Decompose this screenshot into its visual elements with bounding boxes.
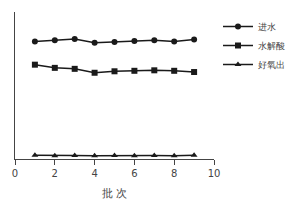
svg-text:8: 8 [171, 168, 177, 179]
svg-text:6: 6 [131, 168, 137, 179]
svg-text:进水: 进水 [258, 22, 276, 32]
svg-text:4: 4 [91, 168, 97, 179]
svg-text:2: 2 [52, 168, 58, 179]
svg-text:水解酸: 水解酸 [258, 41, 285, 51]
svg-text:10: 10 [208, 168, 221, 179]
svg-text:好氧出: 好氧出 [258, 60, 285, 70]
svg-text:批 次: 批 次 [102, 187, 128, 200]
svg-text:0: 0 [12, 168, 18, 179]
